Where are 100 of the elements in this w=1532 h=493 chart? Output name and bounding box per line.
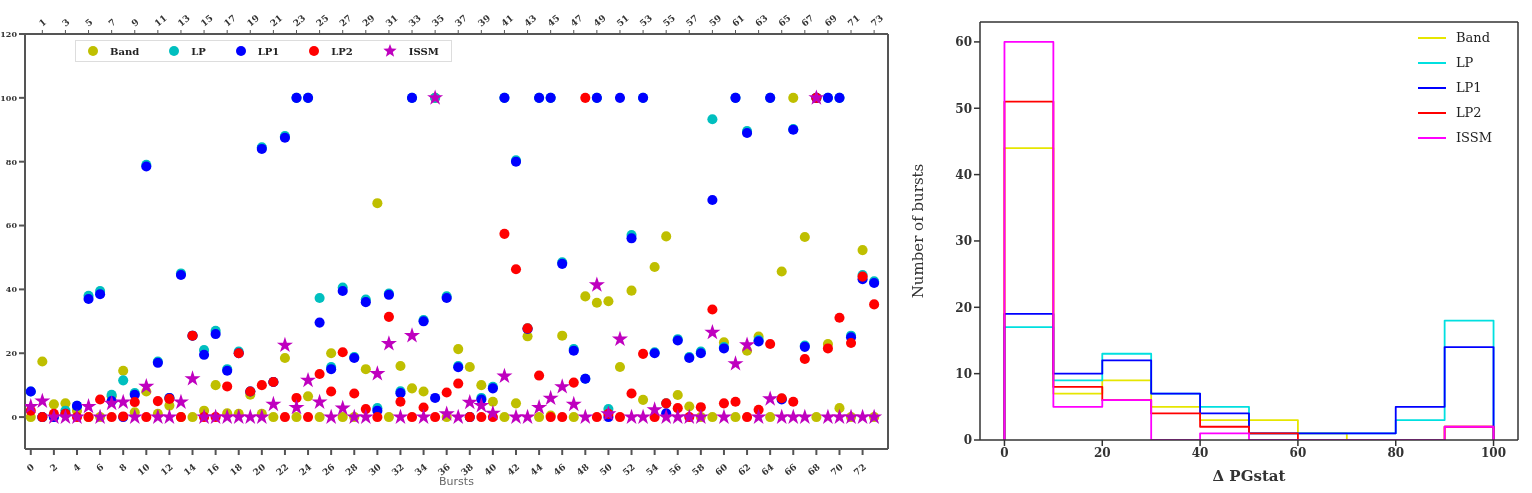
x-tick-label: 6 (94, 461, 106, 474)
x-tick-label: 56 (667, 461, 684, 478)
x2-tick-label: 49 (591, 12, 608, 29)
x2-tick-label: 15 (198, 12, 215, 29)
x-tick-label: 58 (690, 461, 707, 478)
x-tick-label: 48 (574, 461, 591, 478)
x-tick-label: 4 (71, 461, 83, 474)
x-tick-label: 34 (412, 461, 429, 478)
x-tick-label: 24 (297, 461, 314, 478)
legend-label: LP2 (1455, 105, 1482, 120)
x-tick-label: 22 (274, 461, 291, 478)
x-tick-label: 40 (1191, 445, 1209, 460)
y-tick-label: 120 (0, 28, 18, 39)
x-tick-label: 54 (644, 461, 661, 478)
x2-tick-label: 55 (661, 12, 678, 29)
x-axis-title: Bursts (439, 475, 475, 488)
x2-tick-label: 51 (614, 12, 631, 29)
x-tick-label: 52 (620, 461, 637, 478)
legend-label: LP2 (331, 45, 353, 57)
x-tick-label: 12 (158, 461, 175, 478)
x2-tick-label: 41 (499, 12, 516, 29)
y-tick-label: 40 (955, 167, 972, 182)
x-tick-label: 42 (505, 461, 522, 478)
x2-tick-label: 7 (106, 16, 118, 29)
x-tick-label: 30 (366, 461, 383, 478)
x-tick-label: 44 (528, 461, 545, 478)
x-tick-label: 50 (597, 461, 614, 478)
x2-tick-label: 33 (406, 12, 423, 29)
x2-tick-label: 3 (60, 16, 72, 29)
x2-tick-label: 19 (245, 12, 262, 29)
x2-tick-label: 61 (730, 12, 747, 29)
x2-tick-label: 63 (753, 12, 770, 29)
x2-tick-label: 35 (429, 12, 447, 29)
y-tick-label: 80 (5, 156, 18, 167)
x-tick-label: 70 (828, 461, 845, 478)
x-tick-label: 72 (851, 461, 868, 478)
x-tick-label: 38 (459, 461, 476, 478)
y-tick-label: 100 (0, 92, 18, 103)
x-tick-label: 40 (482, 461, 499, 478)
x-tick-label: 28 (343, 461, 360, 478)
x2-tick-label: 29 (360, 12, 377, 29)
y-tick-label: 60 (955, 35, 972, 50)
x-tick-label: 14 (181, 461, 198, 478)
legend-label: LP (1455, 55, 1474, 70)
legend-label: Band (1455, 30, 1490, 45)
x2-tick-label: 59 (707, 12, 724, 29)
y-tick-label: 50 (955, 101, 972, 116)
x-axis-title: Δ PGstat (1212, 467, 1286, 485)
x-tick-label: 0 (1000, 445, 1009, 460)
legend-label: Band (110, 45, 140, 57)
x2-tick-label: 31 (383, 12, 400, 29)
x-tick-label: 16 (205, 461, 222, 478)
y-axis-title: Number of bursts (909, 163, 928, 299)
x2-tick-label: 25 (314, 12, 331, 29)
x-tick-label: 60 (1289, 445, 1307, 460)
x2-tick-label: 45 (545, 12, 562, 29)
x2-tick-label: 23 (291, 12, 308, 29)
x2-tick-label: 11 (152, 12, 169, 29)
x2-tick-label: 9 (129, 16, 141, 29)
x-tick-label: 66 (782, 461, 799, 478)
legend-label: LP1 (257, 45, 280, 57)
y-tick-label: 10 (955, 366, 972, 381)
x2-tick-label: 53 (637, 12, 654, 29)
y-tick-label: 40 (5, 284, 18, 295)
x-tick-label: 64 (759, 461, 776, 478)
x2-tick-label: 39 (476, 12, 493, 29)
x2-tick-label: 67 (799, 12, 816, 29)
x-tick-label: 60 (713, 461, 730, 478)
legend-label: ISSM (408, 45, 439, 57)
x-tick-label: 26 (320, 461, 337, 478)
legend-label: ISSM (1455, 130, 1492, 145)
x2-tick-label: 13 (175, 12, 192, 29)
x2-tick-label: 5 (83, 16, 95, 29)
x2-tick-label: 37 (453, 12, 470, 29)
x-tick-label: 0 (24, 461, 37, 474)
x2-tick-label: 21 (268, 12, 285, 29)
x2-tick-label: 43 (522, 12, 539, 29)
x-tick-label: 46 (551, 461, 568, 478)
x-tick-label: 36 (436, 461, 453, 478)
x-tick-label: 18 (228, 461, 245, 478)
y-tick-label: 20 (955, 300, 972, 315)
x-tick-label: 68 (805, 461, 822, 478)
x-tick-label: 62 (736, 461, 753, 478)
x2-tick-label: 73 (868, 12, 886, 29)
y-tick-label: 0 (963, 433, 972, 448)
x-tick-label: 32 (389, 461, 406, 478)
x2-tick-label: 47 (568, 12, 585, 29)
x-tick-label: 20 (1093, 445, 1111, 460)
x-tick-label: 8 (117, 461, 129, 474)
x2-tick-label: 17 (222, 12, 239, 29)
x-tick-label: 20 (251, 461, 268, 478)
x2-tick-label: 71 (845, 12, 862, 29)
x-tick-label: 2 (48, 461, 60, 474)
x-tick-label: 10 (135, 461, 152, 478)
x2-tick-label: 1 (37, 16, 49, 29)
legend-label: LP1 (1455, 80, 1482, 95)
y-tick-label: 30 (955, 234, 972, 249)
legend-label: LP (191, 45, 206, 57)
x2-tick-label: 69 (822, 12, 839, 29)
x-tick-label: 80 (1387, 445, 1405, 460)
